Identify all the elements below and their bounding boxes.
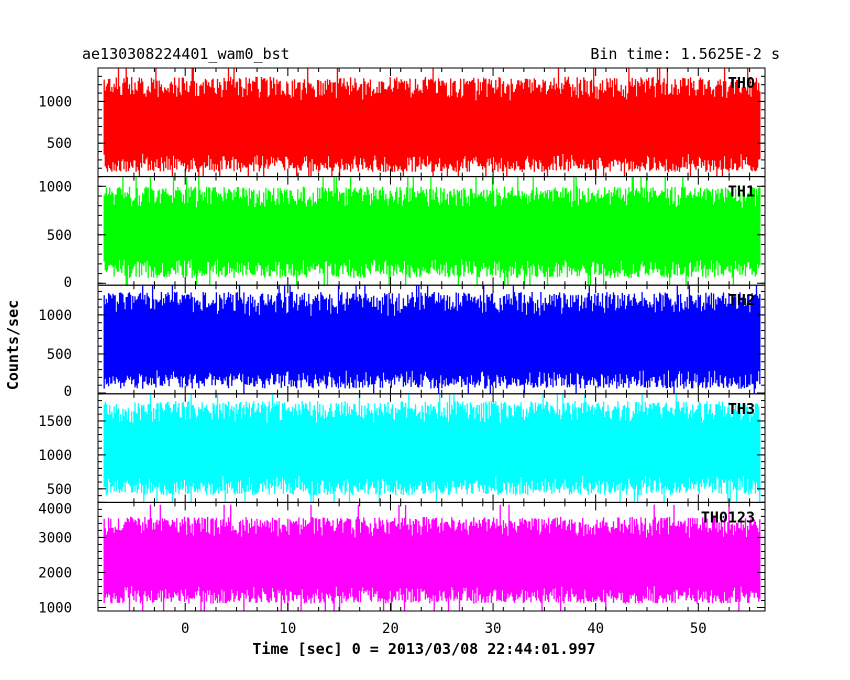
- y-tick-label: 1000: [38, 179, 72, 195]
- y-tick-label: 0: [64, 384, 72, 400]
- x-tick-label: 0: [181, 621, 189, 637]
- x-axis: 0 10 20 30 40 50: [181, 621, 707, 637]
- panel-label-th0123: TH0123: [701, 508, 755, 526]
- panel-label-th1: TH1: [728, 183, 755, 201]
- series-core-th0123: [104, 540, 760, 584]
- panel-th0123: 1000 2000 3000 4000 TH0123: [38, 501, 766, 616]
- bin-time-label: Bin time: 1.5625E-2 s: [590, 45, 780, 63]
- y-tick-label: 500: [47, 347, 72, 363]
- y-tick-label: 500: [47, 228, 72, 244]
- y-tick-label: 500: [47, 482, 72, 498]
- x-tick-label: 10: [279, 621, 296, 637]
- y-tick-label: 2000: [38, 565, 72, 581]
- y-tick-label: 500: [47, 136, 72, 152]
- y-tick-label: 1500: [38, 414, 72, 430]
- x-tick-label: 20: [382, 621, 399, 637]
- panel-th1: 0 500 1000 TH1: [38, 176, 766, 291]
- y-tick-label: 1000: [38, 308, 72, 324]
- y-tick-label: 1000: [38, 94, 72, 110]
- panel-th0: 500 1000 TH0: [38, 67, 766, 178]
- y-tick-label: 1000: [38, 600, 72, 616]
- panel-label-th2: TH2: [728, 291, 755, 309]
- series-core-th2: [104, 318, 760, 368]
- panel-th2: 0 500 1000 TH2: [38, 284, 766, 400]
- series-core-th3: [104, 426, 760, 474]
- x-tick-label: 50: [690, 621, 707, 637]
- panel-frame: [97, 501, 766, 612]
- y-tick-label: 1000: [38, 448, 72, 464]
- series-core-th1: [104, 210, 760, 257]
- y-tick-label: 3000: [38, 530, 72, 546]
- x-tick-label: 40: [587, 621, 604, 637]
- panel-label-th0: TH0: [728, 74, 755, 92]
- chart-title: ae130308224401_wam0_bst: [82, 45, 290, 63]
- series-core-th0: [104, 103, 760, 152]
- x-tick-label: 30: [485, 621, 502, 637]
- y-tick-label: 0: [64, 275, 72, 291]
- y-tick-label: 4000: [38, 501, 72, 517]
- y-axis-title: Counts/sec: [4, 300, 22, 390]
- x-axis-title: Time [sec] 0 = 2013/03/08 22:44:01.997: [252, 640, 595, 658]
- panel-th3: 500 1000 1500 TH3: [38, 393, 766, 503]
- panel-label-th3: TH3: [728, 400, 755, 418]
